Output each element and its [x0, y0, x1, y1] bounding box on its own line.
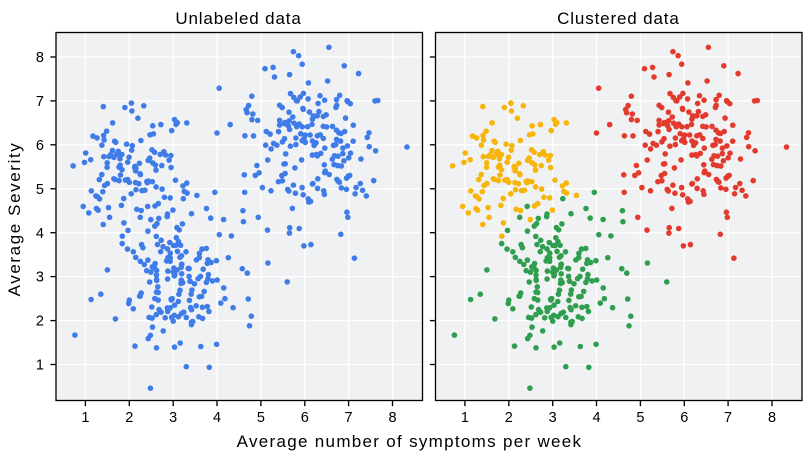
- svg-text:3: 3: [36, 270, 44, 286]
- svg-text:3: 3: [169, 410, 177, 426]
- svg-text:4: 4: [36, 226, 44, 242]
- svg-text:8: 8: [36, 50, 44, 66]
- svg-text:5: 5: [636, 410, 644, 426]
- svg-text:7: 7: [36, 94, 44, 110]
- svg-text:1: 1: [36, 358, 44, 374]
- svg-text:6: 6: [36, 138, 44, 154]
- svg-text:6: 6: [680, 410, 688, 426]
- svg-text:Average Severity: Average Severity: [5, 142, 24, 297]
- svg-text:5: 5: [36, 182, 44, 198]
- svg-text:1: 1: [461, 410, 469, 426]
- svg-text:1: 1: [81, 410, 89, 426]
- svg-text:8: 8: [768, 410, 776, 426]
- svg-text:7: 7: [724, 410, 732, 426]
- svg-text:4: 4: [213, 410, 221, 426]
- svg-text:6: 6: [301, 410, 309, 426]
- svg-text:3: 3: [549, 410, 557, 426]
- svg-text:2: 2: [505, 410, 513, 426]
- svg-text:5: 5: [257, 410, 265, 426]
- svg-text:Clustered data: Clustered data: [557, 9, 679, 28]
- svg-text:Unlabeled data: Unlabeled data: [175, 9, 301, 28]
- svg-text:Average number of symptoms per: Average number of symptoms per week: [237, 432, 583, 451]
- svg-text:7: 7: [345, 410, 353, 426]
- svg-text:2: 2: [36, 314, 44, 330]
- svg-text:8: 8: [388, 410, 396, 426]
- svg-text:4: 4: [592, 410, 600, 426]
- svg-text:2: 2: [125, 410, 133, 426]
